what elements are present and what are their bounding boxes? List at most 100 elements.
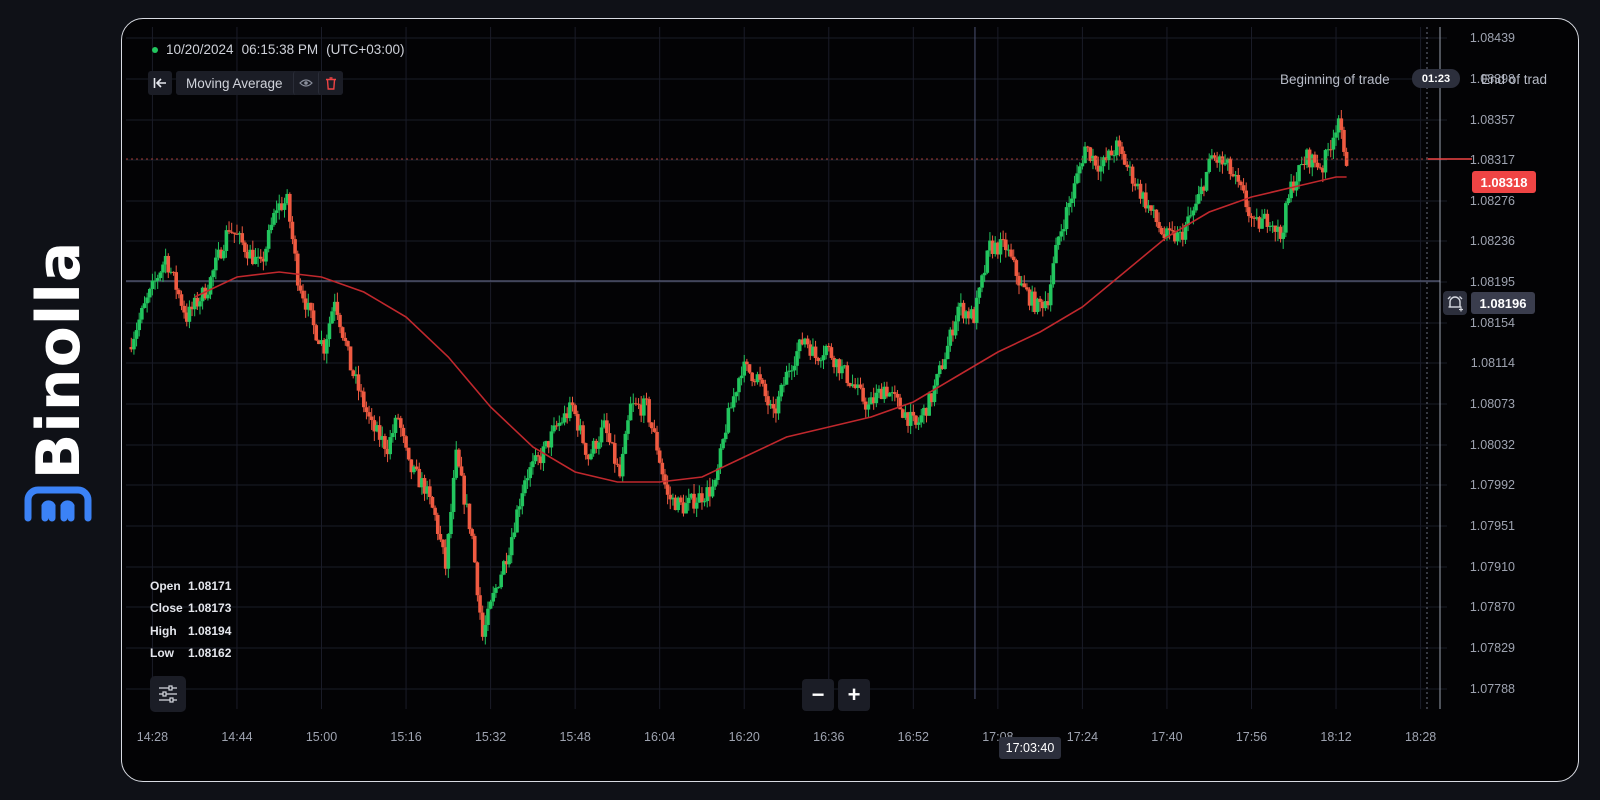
candle-up	[248, 249, 252, 259]
candle-down	[546, 441, 551, 448]
candle-up	[1075, 173, 1079, 184]
candle-up	[993, 242, 998, 254]
candle-up	[163, 255, 168, 265]
candle-up	[943, 359, 947, 369]
candle-up	[319, 340, 324, 345]
collapse-indicators-button[interactable]	[148, 71, 172, 95]
candle-down	[1215, 157, 1219, 163]
candle-up	[998, 239, 1003, 255]
candle-down	[760, 379, 765, 384]
candle-down	[398, 418, 403, 428]
candle-up	[959, 302, 963, 307]
candle-down	[1342, 129, 1346, 152]
x-tick-label: 16:04	[644, 730, 675, 744]
candle-down	[174, 272, 178, 290]
x-tick-label: 18:12	[1320, 730, 1351, 744]
trash-icon	[325, 76, 336, 90]
candle-up	[523, 480, 527, 494]
zoom-controls: − +	[802, 679, 870, 711]
current-price-badge: 1.08318	[1472, 171, 1536, 193]
candle-down	[837, 359, 842, 374]
candle-down	[745, 361, 749, 365]
candle-down	[340, 327, 345, 338]
candle-down	[660, 462, 665, 475]
candle-up	[731, 396, 736, 408]
candle-up	[1254, 217, 1259, 219]
candle-down	[610, 442, 614, 444]
line-price-badge: 1.08196	[1471, 292, 1535, 314]
candle-down	[805, 338, 810, 345]
candle-up	[1223, 162, 1227, 165]
low-label: Low	[150, 646, 174, 660]
price-chart[interactable]: 1.08439 1.08398 1.08357 1.08317 1.08276 1.082…	[122, 19, 1578, 781]
candle-down	[816, 358, 821, 362]
candle-up	[969, 309, 974, 319]
x-tick-label: 15:32	[475, 730, 506, 744]
sliders-icon	[159, 685, 177, 703]
candle-up	[578, 425, 583, 431]
candle-down	[1003, 239, 1008, 251]
candle-down	[311, 310, 316, 326]
candle-down	[1138, 183, 1143, 199]
candle-down	[243, 242, 247, 252]
candle-down	[290, 221, 295, 240]
candle-up	[1056, 236, 1061, 245]
x-tick-label: 14:44	[221, 730, 252, 744]
candle-up	[626, 420, 630, 434]
candle-up	[768, 403, 773, 406]
candle-down	[1040, 301, 1045, 309]
toggle-visibility-button[interactable]	[292, 71, 318, 95]
ohlc-low: Low 1.08162	[150, 646, 231, 660]
brand-name: Binolla	[24, 240, 94, 480]
candle-up	[272, 212, 276, 225]
candle-up	[1233, 174, 1238, 177]
candle-down	[612, 443, 617, 464]
candle-down	[644, 398, 649, 400]
add-alert-button[interactable]	[1443, 291, 1467, 315]
chart-settings-button[interactable]	[150, 676, 186, 712]
candle-down	[472, 535, 477, 563]
ohlc-high: High 1.08194	[150, 624, 231, 638]
candle-up	[945, 345, 950, 360]
candle-up	[1077, 166, 1082, 174]
candle-up	[797, 339, 802, 352]
candle-down	[1249, 216, 1254, 218]
candle-down	[845, 365, 850, 384]
candle-up	[702, 501, 707, 503]
low-value: 1.08162	[188, 646, 232, 660]
candle-down	[1318, 167, 1322, 169]
candle-down	[462, 475, 466, 505]
zoom-out-button[interactable]: −	[802, 679, 834, 711]
candle-up	[1136, 183, 1140, 187]
high-label: High	[150, 624, 177, 638]
y-tick-label: 1.07829	[1470, 641, 1515, 655]
candle-up	[671, 497, 675, 500]
candle-up	[713, 479, 717, 487]
zoom-in-button[interactable]: +	[838, 679, 870, 711]
candle-down	[1038, 298, 1042, 302]
candle-up	[956, 306, 961, 322]
candle-up	[985, 250, 990, 273]
candle-down	[348, 346, 353, 371]
candle-up	[935, 374, 939, 386]
x-tick-label: 18:28	[1405, 730, 1436, 744]
candle-down	[459, 466, 464, 476]
candle-up	[502, 561, 506, 575]
candle-down	[422, 478, 427, 494]
candle-up	[1165, 228, 1169, 239]
candle-up	[1030, 291, 1035, 306]
candle-up	[214, 257, 218, 271]
y-tick-label: 1.08195	[1470, 275, 1515, 289]
candle-down	[1130, 166, 1135, 184]
candle-up	[1083, 146, 1087, 164]
indicator-name[interactable]: Moving Average	[176, 71, 293, 95]
candle-up	[557, 422, 562, 426]
candle-up	[927, 393, 931, 416]
delete-indicator-button[interactable]	[317, 71, 343, 95]
y-tick-label: 1.07951	[1470, 519, 1515, 533]
candle-up	[1006, 249, 1011, 251]
candle-down	[570, 402, 575, 406]
candle-up	[739, 375, 744, 379]
candle-up	[737, 378, 741, 393]
candle-down	[414, 466, 419, 469]
